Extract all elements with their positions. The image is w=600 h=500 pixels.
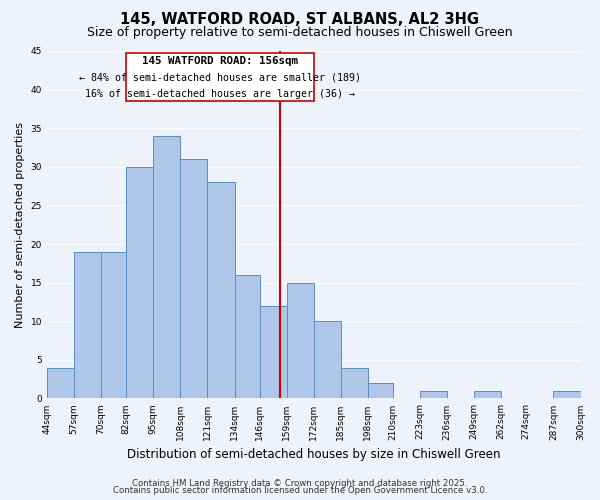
- Bar: [314, 321, 341, 398]
- Text: 16% of semi-detached houses are larger (36) →: 16% of semi-detached houses are larger (…: [85, 89, 355, 99]
- Text: ← 84% of semi-detached houses are smaller (189): ← 84% of semi-detached houses are smalle…: [79, 72, 361, 83]
- Bar: [181, 159, 208, 398]
- Bar: [153, 136, 181, 398]
- X-axis label: Distribution of semi-detached houses by size in Chiswell Green: Distribution of semi-detached houses by …: [127, 448, 500, 461]
- Bar: [126, 167, 153, 398]
- Bar: [287, 282, 314, 399]
- FancyBboxPatch shape: [126, 52, 314, 101]
- Bar: [74, 252, 101, 398]
- Text: Contains HM Land Registry data © Crown copyright and database right 2025.: Contains HM Land Registry data © Crown c…: [132, 478, 468, 488]
- Bar: [235, 275, 260, 398]
- Text: Contains public sector information licensed under the Open Government Licence v3: Contains public sector information licen…: [113, 486, 487, 495]
- Bar: [47, 368, 74, 398]
- Bar: [368, 383, 393, 398]
- Text: Size of property relative to semi-detached houses in Chiswell Green: Size of property relative to semi-detach…: [87, 26, 513, 39]
- Y-axis label: Number of semi-detached properties: Number of semi-detached properties: [15, 122, 25, 328]
- Bar: [101, 252, 126, 398]
- Text: 145, WATFORD ROAD, ST ALBANS, AL2 3HG: 145, WATFORD ROAD, ST ALBANS, AL2 3HG: [121, 12, 479, 28]
- Bar: [208, 182, 235, 398]
- Text: 145 WATFORD ROAD: 156sqm: 145 WATFORD ROAD: 156sqm: [142, 56, 298, 66]
- Bar: [420, 390, 447, 398]
- Bar: [474, 390, 501, 398]
- Bar: [553, 390, 581, 398]
- Bar: [341, 368, 368, 398]
- Bar: [260, 306, 287, 398]
